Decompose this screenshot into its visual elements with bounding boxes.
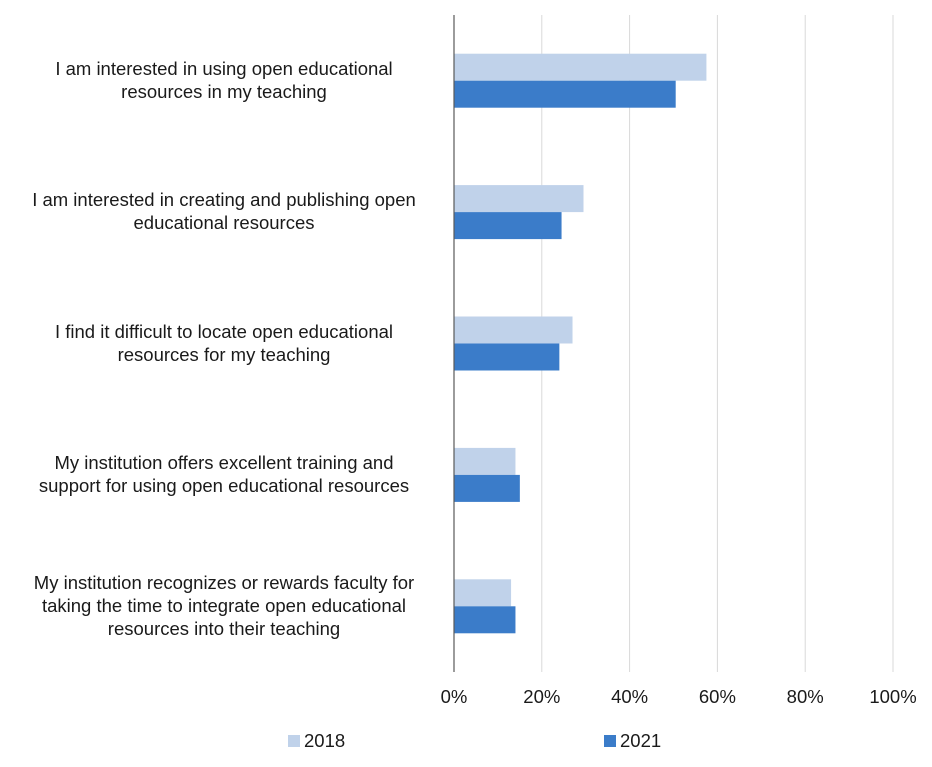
category-label: My institution offers excellent training… — [4, 451, 444, 497]
bar-2018-3 — [454, 316, 573, 344]
category-label: I find it difficult to locate open educa… — [4, 320, 444, 366]
bar-2021-4 — [454, 474, 520, 502]
legend-swatch — [288, 735, 300, 747]
bar-2018-4 — [454, 447, 516, 475]
x-tick-label: 60% — [698, 686, 736, 707]
x-tick-label: 0% — [440, 686, 468, 707]
bar-2018-1 — [454, 53, 707, 81]
x-tick-label: 40% — [611, 686, 649, 707]
legend-label: 2018 — [304, 730, 346, 751]
bar-2021-3 — [454, 343, 560, 371]
legend-swatch — [604, 735, 616, 747]
x-tick-label: 20% — [523, 686, 561, 707]
category-label-line: I am interested in using open educationa… — [55, 57, 393, 79]
category-label: I am interested in creating and publishi… — [4, 188, 444, 234]
category-label: My institution recognizes or rewards fac… — [4, 571, 444, 640]
category-label-line: I am interested in creating and publishi… — [32, 189, 416, 211]
category-label-line: resources for my teaching — [117, 343, 331, 365]
legend-label: 2021 — [620, 730, 662, 751]
category-label-line: resources into their teaching — [107, 617, 341, 639]
category-label-line: I find it difficult to locate open educa… — [54, 320, 394, 342]
bar-2021-5 — [454, 606, 516, 634]
bar-2021-1 — [454, 80, 676, 108]
bar-2021-2 — [454, 212, 562, 240]
x-tick-label: 100% — [869, 686, 917, 707]
x-tick-label: 80% — [786, 686, 824, 707]
bar-2018-2 — [454, 185, 584, 213]
bar-2018-5 — [454, 579, 512, 607]
category-label-line: taking the time to integrate open educat… — [41, 594, 407, 616]
category-label-line: My institution recognizes or rewards fac… — [33, 571, 415, 593]
category-label-line: My institution offers excellent training… — [54, 451, 394, 473]
legend-item-2021: 2021 — [604, 730, 661, 752]
category-label-line: resources in my teaching — [121, 80, 327, 102]
category-label-line: support for using open educational resou… — [38, 474, 410, 496]
category-label-line: educational resources — [133, 212, 315, 234]
legend-item-2018: 2018 — [288, 730, 345, 752]
category-label: I am interested in using open educationa… — [4, 57, 444, 103]
